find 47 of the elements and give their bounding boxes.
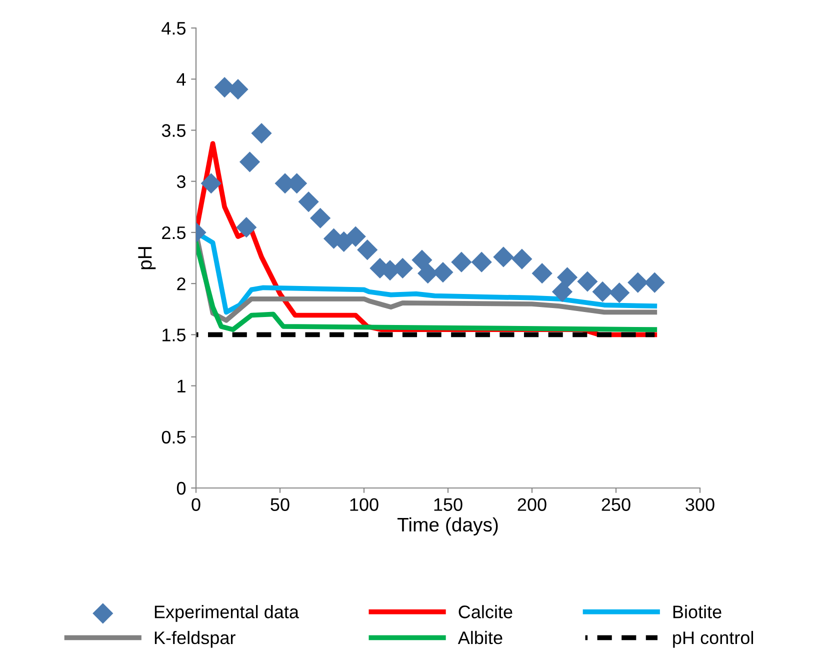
y-tick-label: 4.5 — [162, 22, 186, 35]
point — [512, 248, 532, 270]
point — [200, 173, 222, 194]
point — [236, 217, 257, 238]
y-tick-label: 0.5 — [162, 430, 186, 444]
y-tick-label: 1.5 — [162, 328, 186, 342]
x-tick-label: 300 — [686, 498, 714, 511]
point — [532, 263, 552, 284]
y-tick-label: 2.5 — [162, 226, 186, 240]
legend-label: Albite — [458, 630, 502, 644]
point — [644, 272, 665, 293]
x-tick-label: 100 — [350, 498, 378, 511]
y-tick-label: 1 — [178, 380, 186, 392]
y-tick-label: 3 — [176, 175, 186, 188]
point — [609, 282, 630, 304]
y-tick-label: 4 — [176, 73, 186, 86]
point — [592, 281, 613, 302]
point — [345, 226, 366, 247]
point — [451, 252, 472, 272]
x-tick-label: 150 — [434, 498, 462, 511]
point — [412, 250, 432, 270]
x-axis-title: Time (days) — [397, 517, 498, 536]
point — [432, 262, 454, 283]
x-tick-label: 0 — [192, 498, 200, 511]
point — [556, 267, 578, 288]
point — [357, 240, 378, 260]
y-tick-label: 2 — [177, 277, 186, 290]
legend-label: Biotite — [673, 605, 722, 618]
point — [239, 152, 260, 172]
point — [493, 246, 514, 268]
y-tick-label: 3.5 — [162, 124, 186, 137]
point — [310, 208, 331, 228]
legend-label: K-feldspar — [154, 630, 236, 648]
x-tick-label: 50 — [270, 498, 290, 511]
point — [471, 252, 492, 272]
point — [298, 191, 319, 212]
legend-label: Calcite — [458, 605, 512, 618]
legend-label: pH control — [673, 630, 754, 648]
point — [552, 281, 573, 302]
x-tick-label: 250 — [602, 498, 630, 511]
point — [628, 272, 648, 293]
y-axis-title: pH — [138, 247, 156, 270]
x-tick-label: 200 — [518, 498, 546, 511]
legend-label: Experimental data — [154, 605, 299, 622]
point — [251, 122, 272, 144]
y-tick-label: 0 — [176, 482, 186, 495]
point — [577, 271, 598, 292]
